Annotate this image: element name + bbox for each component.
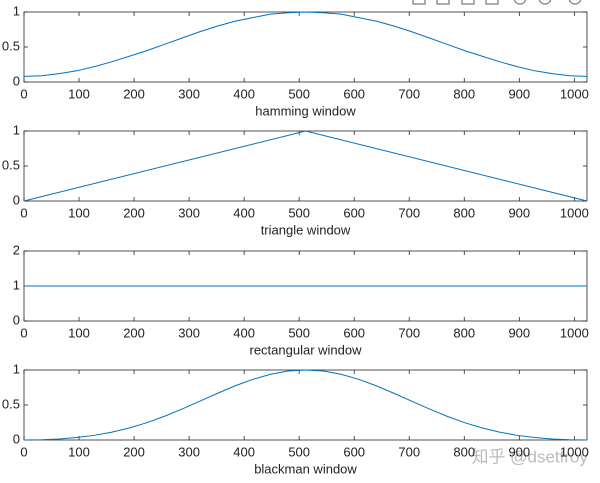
x-tick-label: 200 — [123, 86, 145, 101]
x-tick-label: 800 — [453, 444, 475, 459]
x-tick-label: 900 — [508, 205, 530, 220]
line — [23, 130, 588, 202]
x-axis-label: rectangular window — [249, 342, 362, 357]
y-tick-label: 0 — [13, 431, 20, 446]
x-axis-label: hamming window — [255, 103, 356, 118]
y-tick-label: 0.5 — [2, 396, 20, 411]
plot-area — [23, 11, 588, 83]
x-tick-label: 800 — [453, 205, 475, 220]
x-tick-label: 900 — [508, 325, 530, 340]
x-tick-label: 1000 — [560, 325, 589, 340]
x-tick-label: 700 — [398, 325, 420, 340]
x-tick-label: 100 — [68, 444, 90, 459]
toolbar — [412, 0, 582, 5]
x-tick-label: 300 — [178, 444, 200, 459]
x-tick-label: 900 — [508, 86, 530, 101]
x-tick-label: 400 — [233, 325, 255, 340]
x-tick-label: 500 — [288, 205, 310, 220]
x-tick-label: 300 — [178, 205, 200, 220]
x-tick-label: 0 — [20, 444, 27, 459]
x-tick-label: 1000 — [560, 86, 589, 101]
x-tick-label: 700 — [398, 86, 420, 101]
y-tick-label: 0.5 — [2, 38, 20, 53]
toolbar-icon[interactable] — [461, 0, 475, 5]
toolbar-icon[interactable] — [485, 0, 499, 5]
x-tick-label: 600 — [343, 205, 365, 220]
y-tick-label: 0 — [13, 192, 20, 207]
x-tick-label: 1000 — [560, 205, 589, 220]
y-tick-label: 0 — [13, 73, 20, 88]
watermark: 知乎 @dsetfroy — [472, 447, 589, 466]
x-tick-label: 0 — [20, 325, 27, 340]
x-tick-label: 400 — [233, 444, 255, 459]
x-tick-label: 800 — [453, 325, 475, 340]
plot-area — [23, 369, 588, 441]
x-tick-label: 200 — [123, 325, 145, 340]
x-tick-label: 300 — [178, 86, 200, 101]
x-tick-label: 1000 — [560, 444, 589, 459]
x-tick-label: 100 — [68, 325, 90, 340]
toolbar-icon[interactable] — [436, 0, 450, 5]
x-tick-label: 600 — [343, 444, 365, 459]
x-tick-label: 100 — [68, 205, 90, 220]
y-tick-label: 0 — [13, 312, 20, 327]
x-tick-label: 200 — [123, 444, 145, 459]
toolbar-icon[interactable] — [538, 0, 552, 5]
x-tick-label: 500 — [288, 86, 310, 101]
x-tick-label: 200 — [123, 205, 145, 220]
x-tick-label: 300 — [178, 325, 200, 340]
x-tick-label: 500 — [288, 325, 310, 340]
x-tick-label: 600 — [343, 86, 365, 101]
y-tick-label: 1 — [13, 122, 20, 137]
x-tick-label: 400 — [233, 205, 255, 220]
x-axis-label: triangle window — [261, 222, 351, 237]
line — [23, 369, 588, 441]
x-tick-label: 500 — [288, 444, 310, 459]
x-tick-label: 800 — [453, 86, 475, 101]
x-tick-label: 100 — [68, 86, 90, 101]
x-tick-label: 700 — [398, 444, 420, 459]
toolbar-icon[interactable] — [513, 0, 527, 5]
y-tick-label: 2 — [13, 242, 20, 257]
y-tick-label: 1 — [13, 3, 20, 18]
x-tick-label: 400 — [233, 86, 255, 101]
x-tick-label: 0 — [20, 86, 27, 101]
y-tick-label: 1 — [13, 277, 20, 292]
x-tick-label: 600 — [343, 325, 365, 340]
x-axis-label: blackman window — [254, 461, 357, 476]
toolbar-icon[interactable] — [568, 0, 582, 5]
x-tick-label: 900 — [508, 444, 530, 459]
plot-area — [23, 130, 588, 202]
y-tick-label: 0.5 — [2, 157, 20, 172]
x-tick-label: 700 — [398, 205, 420, 220]
y-tick-label: 1 — [13, 361, 20, 376]
x-tick-label: 0 — [20, 205, 27, 220]
line — [23, 11, 588, 77]
toolbar-icon[interactable] — [412, 0, 426, 5]
